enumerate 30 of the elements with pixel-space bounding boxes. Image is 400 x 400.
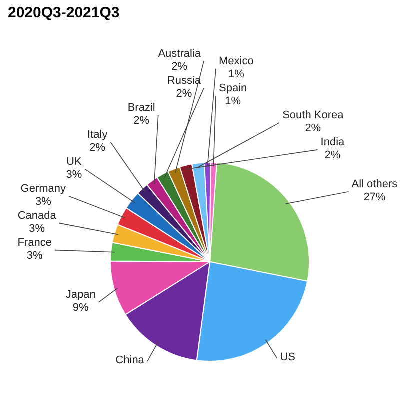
- data-label: 3%: [35, 196, 52, 208]
- data-label: 9%: [72, 302, 90, 314]
- slice-label: Spain: [218, 82, 248, 94]
- slice-label: Canada: [18, 210, 58, 222]
- slice-label: Brazil: [128, 102, 156, 114]
- chart-title: 2020Q3-2021Q3: [8, 4, 120, 22]
- slice-label: China: [116, 354, 146, 367]
- data-label: 27%: [364, 191, 386, 204]
- slice-label: Australia: [158, 48, 202, 60]
- slice-label: Mexico: [219, 55, 254, 68]
- data-label: 3%: [26, 250, 43, 262]
- data-label: 2%: [134, 114, 150, 127]
- slice-label: Italy: [88, 128, 108, 141]
- data-label: 2%: [172, 60, 188, 73]
- data-label: 3%: [29, 222, 46, 235]
- slice-label: India: [320, 136, 346, 148]
- slice-label: UK: [66, 156, 82, 168]
- data-label: 1%: [228, 68, 245, 80]
- slice-label: US: [280, 351, 296, 364]
- data-label: 2%: [176, 88, 192, 100]
- data-label: 3%: [66, 168, 82, 181]
- data-label: 1%: [225, 95, 242, 108]
- data-label: 2%: [305, 122, 322, 134]
- slice-label: South Korea: [282, 109, 345, 122]
- data-label: 2%: [324, 149, 341, 162]
- slice-label: France: [18, 236, 52, 249]
- slice-label: All others: [352, 178, 398, 190]
- slice-label: Japan: [66, 288, 96, 301]
- slice-label: Germany: [20, 182, 67, 195]
- data-label: 2%: [90, 142, 106, 154]
